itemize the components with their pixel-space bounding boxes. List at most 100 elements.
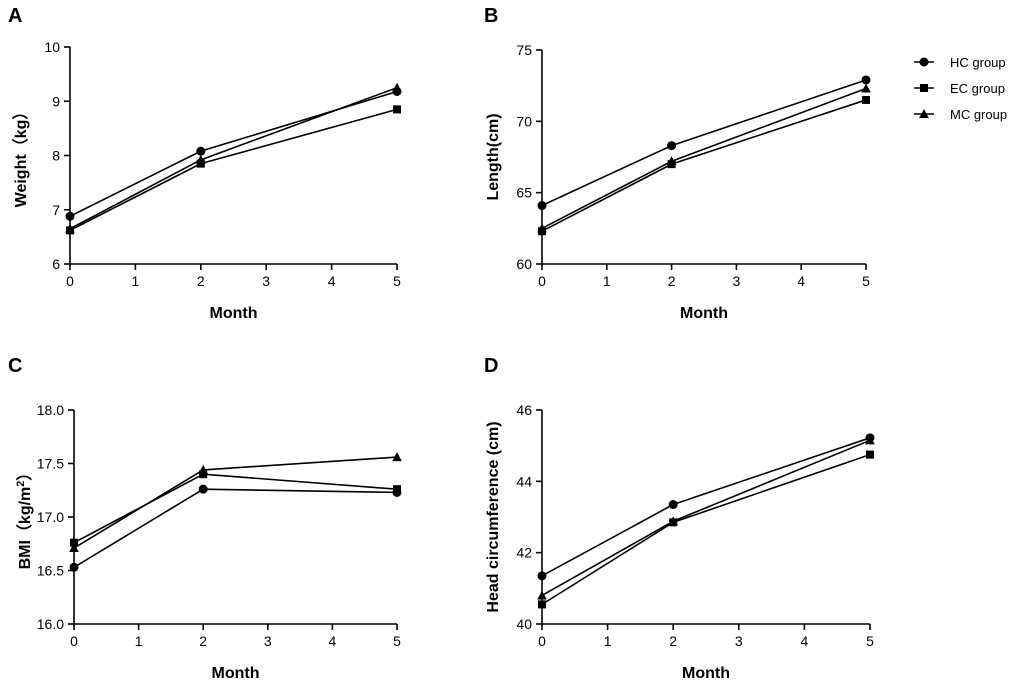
series-hc-group xyxy=(537,433,875,581)
y-tick-label: 70 xyxy=(516,113,532,129)
y-tick-label: 9 xyxy=(52,93,60,109)
y-tick-label: 6 xyxy=(52,256,60,272)
y-tick-label: 44 xyxy=(516,473,532,489)
series-line xyxy=(541,439,871,597)
series-hc-group xyxy=(69,484,402,572)
data-point-marker-triangle xyxy=(392,452,402,462)
series-mc-group xyxy=(69,452,402,553)
legend-marker-circle xyxy=(919,57,929,67)
data-point-marker-square xyxy=(70,538,78,547)
panel-c: C 0 1 2 3 4 5 16.0 16.5 17.0 17.5 18.0 Month BMI（kg/m… xyxy=(8,355,402,682)
data-point-marker-triangle xyxy=(537,590,547,600)
x-axis-label: Month xyxy=(212,665,260,682)
series-ec-group xyxy=(538,450,874,609)
x-tick-label: 0 xyxy=(538,633,546,649)
x-tick-label: 3 xyxy=(735,633,743,649)
data-point-marker-triangle xyxy=(666,156,677,166)
y-axis-label-superscript: 2 xyxy=(15,481,27,487)
data-point-marker-triangle xyxy=(198,464,208,474)
x-tick-label: 1 xyxy=(135,633,143,649)
panel-letter: B xyxy=(484,5,498,27)
series-line xyxy=(541,453,871,606)
data-point-marker-circle xyxy=(861,75,871,85)
legend-label-ec: EC group xyxy=(950,81,1005,96)
series-ec-group xyxy=(538,95,870,236)
data-point-marker-square xyxy=(538,600,546,609)
data-point-marker-circle xyxy=(65,211,75,221)
panel-letter: C xyxy=(8,355,22,377)
series-line xyxy=(541,99,867,232)
data-point-marker-square xyxy=(866,450,874,459)
series-hc-group xyxy=(537,75,871,211)
series-line xyxy=(69,108,398,232)
legend-entry-ec: EC group xyxy=(914,81,1005,96)
legend: HC group EC group MC group xyxy=(914,55,1007,122)
x-tick-label: 2 xyxy=(199,633,207,649)
x-tick-label: 3 xyxy=(262,273,270,289)
y-axis-label: Weight（kg） xyxy=(12,104,30,208)
x-tick-label: 0 xyxy=(66,273,74,289)
panel-a: A 0 1 2 3 4 5 6 7 8 9 10 Month Weight（kg） xyxy=(8,5,402,322)
data-point-marker-triangle xyxy=(196,154,206,164)
data-point-marker-triangle xyxy=(668,516,678,526)
series-line xyxy=(73,456,398,549)
panel-b: B 0 1 2 3 4 5 60 65 70 75 Month Length(cm) xyxy=(484,5,871,322)
series-line xyxy=(541,79,867,207)
y-tick-label: 17.0 xyxy=(37,509,64,525)
y-tick-label: 18.0 xyxy=(37,402,64,418)
y-tick-label: 46 xyxy=(516,402,532,418)
data-point-marker-circle xyxy=(69,562,79,572)
x-tick-label: 2 xyxy=(197,273,205,289)
data-point-marker-circle xyxy=(668,500,678,510)
data-point-marker-square xyxy=(393,105,401,114)
series-line xyxy=(69,86,398,230)
y-tick-label: 17.5 xyxy=(37,456,64,472)
series-line xyxy=(541,437,871,577)
x-tick-label: 5 xyxy=(862,273,870,289)
y-axis-label-close: ） xyxy=(16,465,34,481)
panel-letter: D xyxy=(484,355,498,377)
x-axis-label: Month xyxy=(682,665,730,682)
x-tick-label: 1 xyxy=(604,633,612,649)
data-point-marker-triangle xyxy=(69,543,79,553)
x-axis-label: Month xyxy=(680,305,728,322)
y-axis-label: Head circumference (cm) xyxy=(485,421,502,612)
x-tick-label: 4 xyxy=(328,273,336,289)
y-tick-label: 16.0 xyxy=(37,616,64,632)
data-point-marker-circle xyxy=(198,484,208,494)
series-line xyxy=(73,488,398,568)
series-ec-group xyxy=(70,470,401,547)
x-tick-label: 3 xyxy=(264,633,272,649)
data-point-marker-triangle xyxy=(392,82,402,92)
y-tick-label: 7 xyxy=(52,202,60,218)
x-tick-label: 2 xyxy=(668,273,676,289)
data-point-marker-circle xyxy=(537,571,547,581)
series-mc-group xyxy=(537,83,871,233)
data-point-marker-triangle xyxy=(861,83,871,93)
x-tick-label: 0 xyxy=(538,273,546,289)
y-tick-label: 75 xyxy=(516,42,532,58)
legend-marker-square xyxy=(920,84,928,92)
panel-d: D 0 1 2 3 4 5 40 42 44 46 Month Head circumference (… xyxy=(484,355,875,682)
x-tick-label: 4 xyxy=(797,273,805,289)
data-point-marker-square xyxy=(199,470,208,479)
series-ec-group xyxy=(66,105,401,235)
series-mc-group xyxy=(537,435,875,600)
y-tick-label: 40 xyxy=(516,616,532,632)
x-tick-label: 5 xyxy=(393,633,401,649)
legend-label-mc: MC group xyxy=(950,107,1007,122)
data-point-marker-triangle xyxy=(537,223,547,233)
series-line xyxy=(73,473,398,544)
y-axis-label: Length(cm) xyxy=(485,113,502,200)
data-point-marker-circle xyxy=(667,141,677,151)
data-point-marker-circle xyxy=(196,146,206,156)
x-tick-label: 3 xyxy=(733,273,741,289)
legend-entry-hc: HC group xyxy=(914,55,1006,70)
data-point-marker-square xyxy=(862,95,870,104)
data-point-marker-circle xyxy=(537,201,547,211)
x-tick-label: 1 xyxy=(603,273,611,289)
x-axis-label: Month xyxy=(210,305,258,322)
data-point-marker-triangle xyxy=(65,223,75,233)
